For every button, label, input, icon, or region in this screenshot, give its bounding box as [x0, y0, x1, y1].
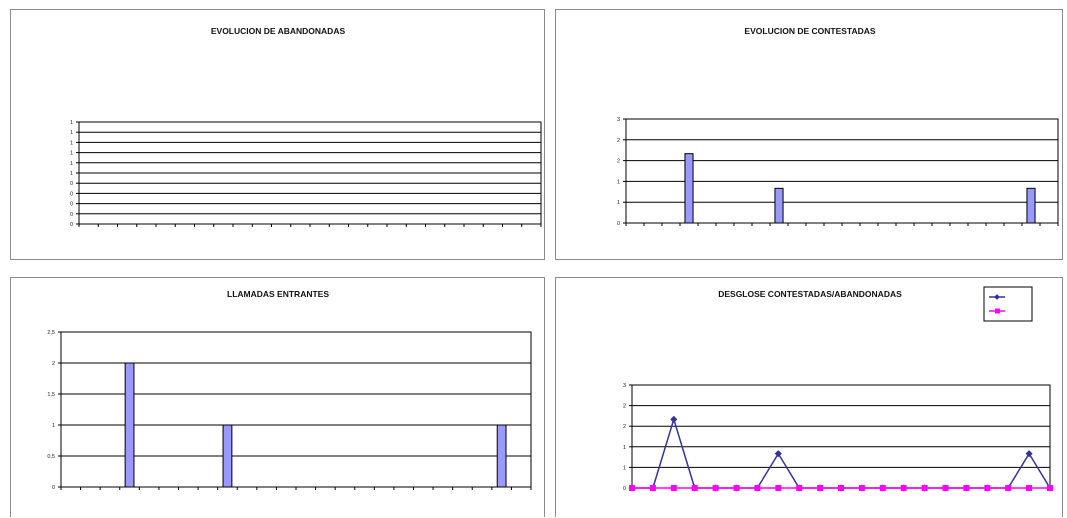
y-tick-label: 1 [70, 130, 73, 136]
y-tick-label: 1 [52, 423, 55, 429]
series-point [670, 485, 677, 491]
chart-svg: DESGLOSE CONTESTADAS/ABANDONADAS 3 2 2 1 1 0 [623, 286, 1054, 492]
y-tick-label: 1 [617, 179, 620, 185]
y-tick-label: 3 [623, 383, 626, 389]
series-point [733, 485, 740, 491]
y-tick-label: 0 [70, 222, 73, 228]
series-point [879, 485, 886, 491]
plot-area [60, 331, 532, 488]
y-tick-label: 1 [70, 120, 73, 126]
bar [496, 424, 507, 488]
y-tick-label: 0 [70, 212, 73, 218]
y-tick-label: 0,5 [47, 454, 55, 460]
series-point [712, 485, 719, 491]
series-point [1047, 485, 1053, 491]
plot-area [631, 384, 1051, 489]
y-tick-label: 1 [70, 161, 73, 167]
y-tick-label: 2 [617, 159, 620, 165]
y-tick-label: 0 [70, 191, 73, 197]
bar [774, 187, 784, 224]
y-tick-label: 2 [623, 404, 626, 410]
series-point [900, 485, 907, 491]
y-tick-label: 2 [623, 424, 626, 430]
series-point [1026, 485, 1033, 491]
y-tick-label: 1 [70, 151, 73, 157]
series-point [796, 485, 803, 491]
y-tick-label: 2 [52, 361, 55, 367]
chart-svg: LLAMADAS ENTRANTES 2,5 2 1,5 1 0,5 0 [47, 289, 532, 491]
y-tick-label: 1 [70, 171, 73, 177]
series-point [691, 485, 698, 491]
series-point [858, 485, 865, 491]
chart-title: EVOLUCION DE CONTESTADAS [744, 26, 875, 36]
y-tick-label: 1 [623, 445, 626, 451]
series-point [775, 485, 782, 491]
chart-panel-desglose: DESGLOSE CONTESTADAS/ABANDONADAS 3 2 2 1 1 0 [555, 277, 1063, 517]
y-tick-label: 1 [70, 140, 73, 146]
y-tick-label: 0 [617, 221, 620, 227]
y-tick-label: 0 [52, 485, 55, 491]
chart-title: LLAMADAS ENTRANTES [227, 289, 329, 299]
series-point [942, 485, 949, 491]
y-tick-label: 2,5 [47, 330, 55, 336]
series-point [1005, 485, 1012, 491]
chart-svg: EVOLUCION DE CONTESTADAS 3 2 2 1 1 0 [617, 26, 1059, 227]
chart-panel-entrantes: LLAMADAS ENTRANTES 2,5 2 1,5 1 0,5 0 [10, 277, 545, 517]
chart-panel-abandonadas: EVOLUCION DE ABANDONADAS 1 1 1 1 1 1 0 0 0 0 0 [10, 9, 545, 260]
y-tick-label: 1 [617, 200, 620, 206]
bar [1026, 187, 1036, 224]
bar [684, 153, 694, 224]
series-point [754, 485, 761, 491]
series-point [963, 485, 970, 491]
legend-marker [994, 294, 1000, 300]
series-point [817, 485, 824, 491]
chart-svg: EVOLUCION DE ABANDONADAS 1 1 1 1 1 1 0 0 0 0 0 [70, 26, 542, 228]
series-point [629, 485, 635, 491]
series-point [838, 485, 844, 491]
bar [222, 424, 233, 488]
series-point [984, 485, 991, 491]
legend-box [983, 286, 1033, 322]
y-tick-label: 1 [623, 465, 626, 471]
y-tick-label: 2 [617, 138, 620, 144]
series-point [649, 485, 656, 491]
chart-panel-contestadas: EVOLUCION DE CONTESTADAS 3 2 2 1 1 0 [555, 9, 1063, 260]
chart-title: DESGLOSE CONTESTADAS/ABANDONADAS [718, 289, 902, 299]
plot-area [625, 118, 1059, 224]
y-tick-label: 1,5 [47, 392, 55, 398]
bar [124, 362, 135, 488]
y-tick-label: 0 [70, 181, 73, 187]
legend-marker [995, 308, 1000, 314]
y-tick-label: 0 [70, 202, 73, 208]
y-tick-label: 0 [623, 486, 626, 492]
y-tick-label: 3 [617, 117, 620, 123]
chart-title: EVOLUCION DE ABANDONADAS [211, 26, 346, 36]
series-point [921, 485, 928, 491]
